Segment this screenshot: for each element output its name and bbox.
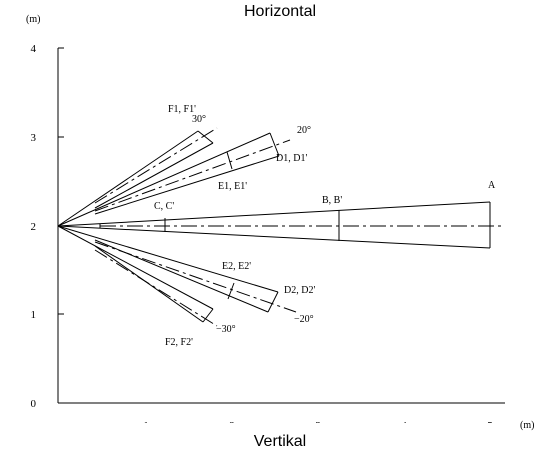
beam-f1-end bbox=[197, 130, 214, 144]
label-f2: F2, F2' bbox=[165, 337, 193, 348]
label-angle-neg20: −20° bbox=[294, 314, 314, 325]
beam-f2-upper-edge bbox=[57, 225, 214, 310]
upper-beams bbox=[57, 127, 291, 227]
diagram-title: Horizontal bbox=[244, 3, 316, 20]
beam-f2-end bbox=[202, 308, 214, 323]
lower-beams bbox=[57, 225, 297, 327]
y-tick-label-3: 3 bbox=[31, 132, 37, 144]
label-angle-neg30: −30° bbox=[216, 324, 236, 335]
y-tick-label-4: 4 bbox=[31, 43, 37, 55]
beam-d2-end bbox=[267, 291, 279, 313]
beam-d1-end bbox=[269, 132, 280, 157]
label-e1: E1, E1' bbox=[218, 181, 247, 192]
beam-f1-lower-edge bbox=[94, 142, 214, 209]
label-angle-30: 30° bbox=[192, 114, 206, 125]
beam-f1-centerline bbox=[94, 127, 218, 204]
label-d2: D2, D2' bbox=[284, 285, 315, 296]
label-c: C, C' bbox=[154, 201, 174, 212]
beam-a bbox=[57, 201, 505, 249]
label-f1: F1, F1' bbox=[168, 104, 196, 115]
beam-d1-upper-edge bbox=[57, 132, 271, 227]
beam-e1-marker bbox=[226, 151, 233, 170]
y-tick-label-0: 0 bbox=[31, 398, 37, 410]
beam-a-lower-edge bbox=[57, 225, 491, 249]
footer-mask bbox=[100, 423, 520, 431]
beam-f1-upper-edge bbox=[57, 130, 199, 227]
y-tick-label-2: 2 bbox=[31, 221, 37, 233]
beam-d1-centerline bbox=[94, 139, 291, 212]
diagram-footer-title: Vertikal bbox=[254, 433, 306, 450]
label-e2: E2, E2' bbox=[222, 261, 251, 272]
beam-e2-marker bbox=[227, 282, 235, 300]
label-b: B, B' bbox=[322, 195, 342, 206]
y-axis-unit: (m) bbox=[26, 14, 40, 25]
beam-d2-upper-edge bbox=[57, 225, 279, 293]
label-angle-20: 20° bbox=[297, 125, 311, 136]
y-tick-label-1: 1 bbox=[31, 309, 37, 321]
beam-f2-centerline bbox=[94, 249, 218, 327]
label-d1: D1, D1' bbox=[276, 153, 307, 164]
beam-d2-centerline bbox=[94, 241, 297, 313]
beam-d1-lower-edge bbox=[94, 155, 280, 215]
beam-a-upper-edge bbox=[57, 201, 491, 227]
x-axis-unit: (m) bbox=[520, 420, 534, 431]
label-a: A bbox=[488, 180, 496, 191]
